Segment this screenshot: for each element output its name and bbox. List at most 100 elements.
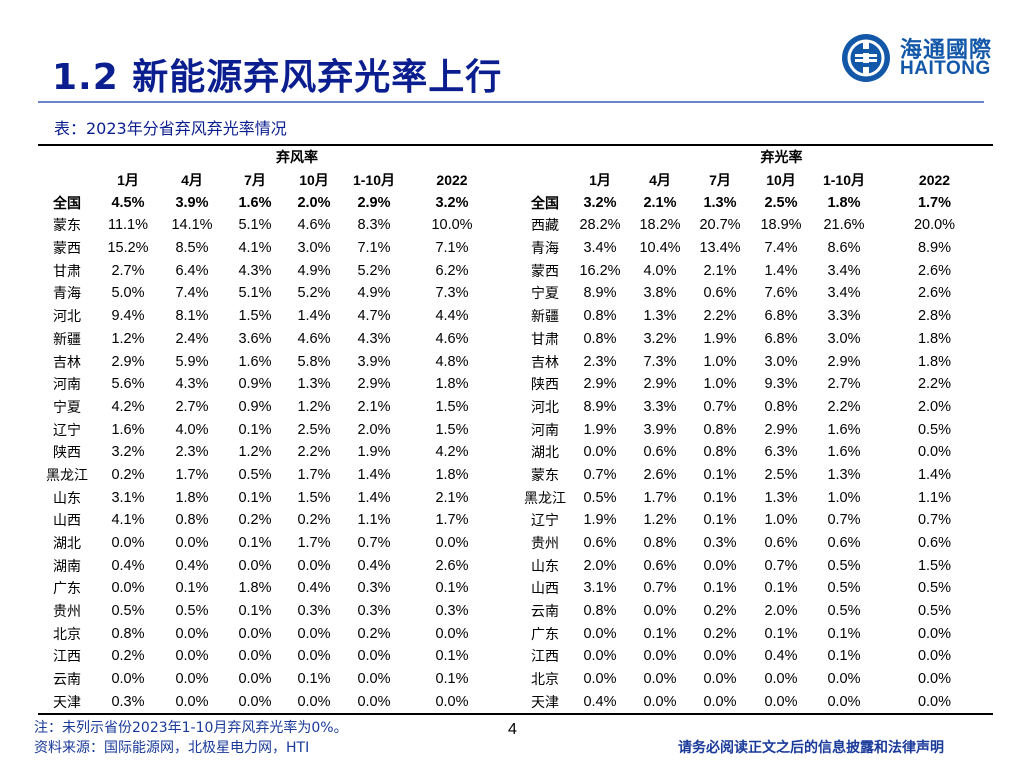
value-cell: 0.2% [357, 625, 391, 642]
value-cell: 4.6% [297, 217, 331, 234]
value-cell: 1.8% [917, 330, 952, 347]
table-row: 湖北 0.0% 0.0% 0.1% 1.7% 0.7% 0.0% [38, 532, 498, 555]
table-row: 黑龙江 0.5% 1.7% 0.1% 1.3% 1.0% 1.1% [520, 486, 993, 509]
value-cell: 0.3% [111, 693, 145, 710]
value-cell: 18.2% [639, 217, 681, 234]
wind-group-header-row: 弃风率 [38, 146, 498, 169]
province-cell: 山西 [531, 581, 559, 598]
value-cell: 0.0% [175, 693, 209, 710]
table-row: 北京 0.0% 0.0% 0.0% 0.0% 0.0% 0.0% [520, 668, 993, 691]
value-cell: 1.8% [175, 489, 209, 506]
value-cell: 0.3% [703, 535, 737, 552]
value-cell: 0.0% [917, 648, 952, 665]
value-cell: 0.0% [175, 535, 209, 552]
value-cell: 28.2% [579, 217, 621, 234]
province-cell: 山东 [53, 490, 81, 507]
column-header: 7月 [244, 172, 266, 189]
value-cell: 3.0% [297, 240, 331, 257]
value-cell: 0.0% [297, 625, 331, 642]
value-cell: 16.2% [579, 262, 621, 279]
value-cell: 6.2% [435, 262, 469, 279]
province-cell: 天津 [531, 694, 559, 711]
value-cell: 6.8% [764, 308, 798, 325]
value-cell: 8.3% [357, 217, 391, 234]
value-cell: 0.0% [435, 535, 469, 552]
value-cell: 0.0% [917, 444, 952, 461]
value-cell: 1.5% [435, 398, 469, 415]
value-cell: 0.0% [111, 671, 145, 688]
value-cell: 7.3% [435, 285, 469, 302]
value-cell: 0.0% [917, 671, 952, 688]
table-row: 河南 1.9% 3.9% 0.8% 2.9% 1.6% 0.5% [520, 418, 993, 441]
value-cell: 8.5% [175, 240, 209, 257]
value-cell: 0.8% [703, 444, 737, 461]
value-cell: 0.0% [917, 625, 952, 642]
value-cell: 0.1% [703, 580, 737, 597]
value-cell: 4.1% [238, 240, 272, 257]
page-title: 1.2 新能源弃风弃光率上行 [52, 57, 503, 98]
table-row: 山东 2.0% 0.6% 0.0% 0.7% 0.5% 1.5% [520, 554, 993, 577]
province-cell: 宁夏 [531, 286, 559, 303]
value-cell: 1.4% [764, 262, 798, 279]
source-note: 资料来源：国际能源网，北极星电力网，HTI [34, 740, 310, 756]
value-cell: 1.7% [435, 512, 469, 529]
table-top-rule [38, 144, 993, 146]
value-cell: 1.2% [238, 444, 272, 461]
value-cell: 0.6% [703, 285, 737, 302]
value-cell: 4.6% [297, 330, 331, 347]
value-cell: 1.6% [111, 421, 145, 438]
table-row: 蒙东 11.1% 14.1% 5.1% 4.6% 8.3% 10.0% [38, 214, 498, 237]
haitong-logo: 海通國際 HAITONG [840, 30, 1000, 86]
value-cell: 0.0% [297, 693, 331, 710]
solar-group-header-row: 弃光率 [520, 146, 993, 169]
value-cell: 2.3% [175, 444, 209, 461]
table-row: 湖北 0.0% 0.6% 0.8% 6.3% 1.6% 0.0% [520, 441, 993, 464]
province-cell: 湖南 [53, 558, 81, 575]
value-cell: 3.1% [583, 580, 617, 597]
value-cell: 0.5% [238, 466, 272, 483]
table-row: 江西 0.0% 0.0% 0.0% 0.4% 0.1% 0.0% [520, 645, 993, 668]
value-cell: 3.2% [111, 444, 145, 461]
column-header: 4月 [649, 172, 671, 189]
table-row: 广东 0.0% 0.1% 0.2% 0.1% 0.1% 0.0% [520, 622, 993, 645]
table-row: 河南 5.6% 4.3% 0.9% 1.3% 2.9% 1.8% [38, 373, 498, 396]
value-cell: 0.0% [238, 625, 272, 642]
province-cell: 黑龙江 [46, 467, 88, 484]
value-cell: 0.6% [764, 535, 798, 552]
value-cell: 4.9% [357, 285, 391, 302]
value-cell: 0.8% [175, 512, 209, 529]
value-cell: 1.3% [703, 194, 737, 211]
value-cell: 4.1% [111, 512, 145, 529]
value-cell: 0.0% [643, 693, 677, 710]
value-cell: 1.5% [238, 308, 272, 325]
value-cell: 0.5% [917, 421, 952, 438]
value-cell: 1.8% [435, 466, 469, 483]
value-cell: 2.9% [357, 194, 391, 211]
value-cell: 3.1% [111, 489, 145, 506]
value-cell: 0.0% [357, 648, 391, 665]
value-cell: 0.8% [703, 421, 737, 438]
table-row: 蒙西 15.2% 8.5% 4.1% 3.0% 7.1% 7.1% [38, 237, 498, 260]
value-cell: 20.7% [699, 217, 741, 234]
value-cell: 2.6% [643, 466, 677, 483]
value-cell: 0.0% [827, 671, 861, 688]
table-row: 陕西 2.9% 2.9% 1.0% 9.3% 2.7% 2.2% [520, 373, 993, 396]
province-cell: 吉林 [53, 354, 81, 371]
solar-column-header-row: 1月 4月 7月 10月 1-10月 2022 [520, 169, 993, 192]
value-cell: 4.3% [357, 330, 391, 347]
table-row: 甘肃 2.7% 6.4% 4.3% 4.9% 5.2% 6.2% [38, 259, 498, 282]
value-cell: 0.0% [703, 648, 737, 665]
province-cell: 云南 [531, 604, 559, 621]
column-header: 10月 [299, 172, 329, 189]
value-cell: 11.1% [107, 217, 149, 234]
province-cell: 河南 [531, 422, 559, 439]
table-row: 新疆 0.8% 1.3% 2.2% 6.8% 3.3% 2.8% [520, 305, 993, 328]
value-cell: 2.5% [297, 421, 331, 438]
value-cell: 0.8% [583, 330, 617, 347]
table-row: 贵州 0.5% 0.5% 0.1% 0.3% 0.3% 0.3% [38, 600, 498, 623]
value-cell: 0.7% [917, 512, 952, 529]
value-cell: 0.6% [643, 557, 677, 574]
value-cell: 0.6% [827, 535, 861, 552]
value-cell: 0.1% [238, 535, 272, 552]
value-cell: 2.9% [764, 421, 798, 438]
